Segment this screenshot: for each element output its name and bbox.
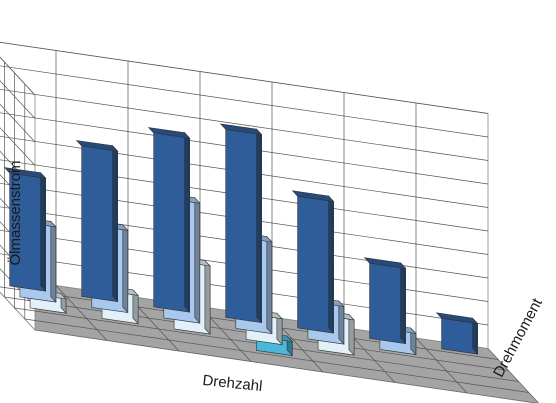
bar-top-face [435,312,479,325]
bar-front-face [225,129,262,323]
floor-gridline [24,318,529,393]
bar-front-face [297,195,334,334]
y-axis-label: Drehmoment [490,295,546,380]
bar-r0-c5 [363,257,407,345]
bar-top-face [291,190,335,202]
bar-top-face [75,140,119,152]
bar-side-face [50,220,57,303]
z-axis-label: Ölmassenstrom [6,160,24,265]
bar-front-face [441,317,478,355]
z-gridline [0,112,489,185]
chart-bars [3,123,479,357]
bar-side-face [204,259,211,335]
bar-r0-c3 [219,123,263,324]
floor-gridline [55,285,108,341]
bar-r0-c6 [435,312,479,355]
bar-side-face [122,224,129,314]
bar-side-face [338,300,345,345]
bar-side-face [184,131,190,313]
bar-side-face [328,195,334,334]
bar-r0-c1 [75,140,119,303]
floor-gridline [415,337,468,394]
bar-side-face [400,262,406,345]
bar-side-face [40,172,47,292]
bar-front-face [369,262,406,344]
bar-side-face [112,144,118,303]
bar-side-face [256,128,262,324]
bar-side-face [266,235,273,335]
z-gridline [0,41,489,114]
bar-side-face [348,313,355,356]
bar-r0-c4 [291,190,335,334]
bar-top-face [219,123,263,136]
z-gridline [0,65,489,138]
z-gridline [0,88,489,161]
bar-top-face [363,257,407,269]
bar-top-face [3,167,47,179]
x-axis-label: Drehzahl [202,372,263,395]
bar-r0-c2 [147,127,191,313]
bar-side-face [194,197,201,324]
bar-r0-c0 [3,167,47,292]
bar-top-face [147,127,191,139]
